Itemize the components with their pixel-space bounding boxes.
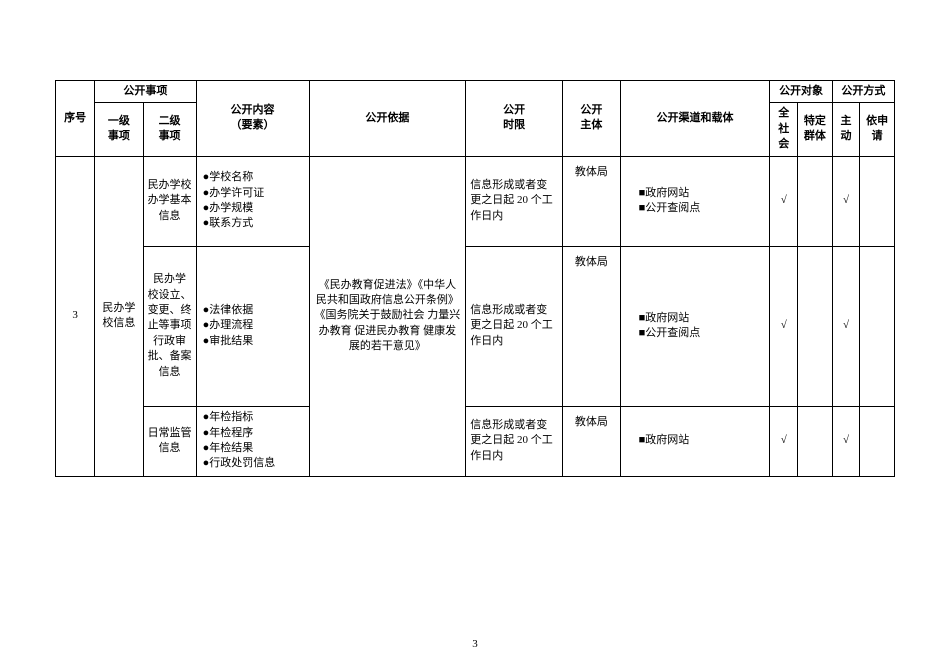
- active-cell: √: [832, 406, 860, 476]
- content-cell: ●学校名称●办学许可证●办学规模●联系方式: [196, 156, 309, 246]
- header-timelimit: 公开时限: [466, 81, 563, 157]
- entity-cell: 教体局: [563, 406, 621, 476]
- basis-cell: 《民办教育促进法》《中华人民共和国政府信息公开条例》《国务院关于鼓励社会 力量兴…: [309, 156, 466, 476]
- header-active: 主动: [832, 103, 860, 156]
- channel-cell: ■政府网站: [620, 406, 770, 476]
- on-request-cell: [860, 156, 895, 246]
- content-cell: ●法律依据●办理流程●审批结果: [196, 246, 309, 406]
- entity-cell: 教体局: [563, 156, 621, 246]
- active-cell: √: [832, 246, 860, 406]
- page-number: 3: [0, 638, 950, 650]
- level1-cell: 民办学校信息: [95, 156, 143, 476]
- timelimit-cell: 信息形成或者变更之日起 20 个工作日内: [466, 406, 563, 476]
- on-request-cell: [860, 406, 895, 476]
- channel-cell: ■政府网站■公开查阅点: [620, 246, 770, 406]
- table-row: 日常监管信息●年检指标●年检程序●年检结果●行政处罚信息 信息形成或者变更之日起 …: [56, 406, 895, 476]
- channel-cell: ■政府网站■公开查阅点: [620, 156, 770, 246]
- level2-cell: 民办学 校设立、变更、终止等事项行政审批、备案信息: [143, 246, 196, 406]
- header-basis: 公开依据: [309, 81, 466, 157]
- header-seq: 序号: [56, 81, 95, 157]
- header-method: 公开方式: [832, 81, 894, 103]
- header-all-society: 全社会: [770, 103, 798, 156]
- header-channel: 公开渠道和载体: [620, 81, 770, 157]
- table-row: 民办学 校设立、变更、终止等事项行政审批、备案信息●法律依据●办理流程●审批结果…: [56, 246, 895, 406]
- table-row: 3民办学校信息民办学校办学基本信息●学校名称●办学许可证●办学规模●联系方式《民…: [56, 156, 895, 246]
- header-level2: 二级事项: [143, 103, 196, 156]
- header-entity: 公开主体: [563, 81, 621, 157]
- all-society-cell: √: [770, 406, 798, 476]
- specific-group-cell: [798, 156, 833, 246]
- specific-group-cell: [798, 406, 833, 476]
- timelimit-cell: 信息形成或者变更之日起 20 个工作日内: [466, 246, 563, 406]
- level2-cell: 日常监管信息: [143, 406, 196, 476]
- all-society-cell: √: [770, 156, 798, 246]
- level2-cell: 民办学校办学基本信息: [143, 156, 196, 246]
- seq-cell: 3: [56, 156, 95, 476]
- timelimit-cell: 信息形成或者变更之日起 20 个工作日内: [466, 156, 563, 246]
- disclosure-table: 序号 公开事项 公开内容（要素） 公开依据 公开时限 公开主体 公开渠道和载体 …: [55, 80, 895, 477]
- header-on-request: 依申请: [860, 103, 895, 156]
- header-item: 公开事项: [95, 81, 196, 103]
- on-request-cell: [860, 246, 895, 406]
- all-society-cell: √: [770, 246, 798, 406]
- specific-group-cell: [798, 246, 833, 406]
- header-specific-group: 特定群体: [798, 103, 833, 156]
- header-content: 公开内容（要素）: [196, 81, 309, 157]
- active-cell: √: [832, 156, 860, 246]
- entity-cell: 教体局: [563, 246, 621, 406]
- content-cell: ●年检指标●年检程序●年检结果●行政处罚信息: [196, 406, 309, 476]
- header-level1: 一级事项: [95, 103, 143, 156]
- header-target: 公开对象: [770, 81, 832, 103]
